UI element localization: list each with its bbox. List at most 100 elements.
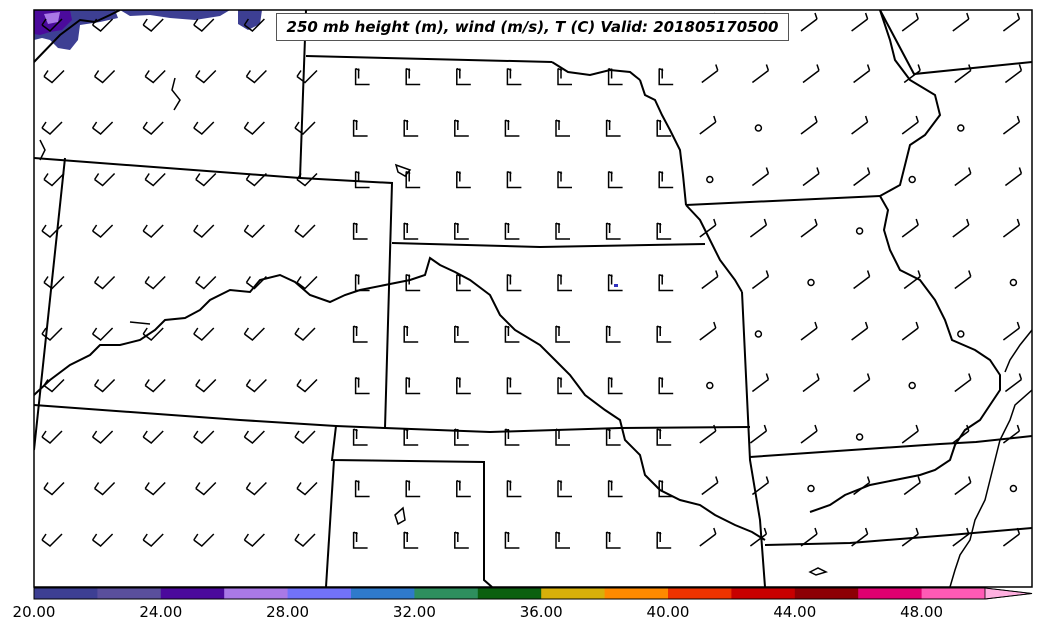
wind-barb-icon xyxy=(751,270,770,290)
colorbar-segment xyxy=(287,588,352,599)
colorbar-tick-label: 20.00 xyxy=(12,603,56,621)
wind-barb-icon xyxy=(952,424,970,444)
wind-barbs xyxy=(41,12,1023,549)
wind-barb-icon xyxy=(405,170,421,189)
wind-barb-icon xyxy=(142,121,164,135)
wind-barb-icon xyxy=(605,119,621,137)
wind-barb-icon xyxy=(41,224,63,238)
wind-barb-icon xyxy=(41,327,63,341)
wind-barb-icon xyxy=(851,115,869,135)
wind-barb-icon xyxy=(903,64,921,84)
colorbar-segment xyxy=(414,588,479,599)
colorbar-tick-label: 40.00 xyxy=(646,603,690,621)
calm-circle-icon xyxy=(807,484,815,493)
wind-barb-icon xyxy=(294,121,316,135)
wind-barb-icon xyxy=(954,64,972,84)
wind-barb-icon xyxy=(243,18,265,32)
wind-barb-icon xyxy=(1004,373,1023,393)
wind-barb-icon xyxy=(352,325,368,343)
wind-barb-icon xyxy=(851,12,869,32)
wind-barb-icon xyxy=(405,479,421,498)
wind-barb-icon xyxy=(403,325,419,343)
wind-barb-icon xyxy=(802,373,820,393)
wind-barb-icon xyxy=(245,378,267,393)
wind-barb-icon xyxy=(243,224,265,238)
wind-barb-icon xyxy=(605,222,621,240)
wind-barb-icon xyxy=(43,172,65,187)
wind-barb-icon xyxy=(144,172,166,187)
wind-barb-icon xyxy=(296,172,318,187)
wind-barb-icon xyxy=(294,224,316,238)
wind-barb-icon xyxy=(1002,424,1021,444)
wind-barb-icon xyxy=(195,378,217,393)
wind-barb-icon xyxy=(195,69,217,84)
wind-barb-icon xyxy=(751,167,770,187)
wind-barb-icon xyxy=(294,327,316,341)
wind-barb-icon xyxy=(853,373,871,393)
wind-barb-icon xyxy=(91,224,114,238)
wind-barb-icon xyxy=(557,376,572,395)
wind-barb-icon xyxy=(901,218,919,238)
wind-barb-icon xyxy=(903,476,921,496)
colorbar-segment xyxy=(97,588,162,599)
wind-barb-icon xyxy=(193,327,215,341)
wind-barb-icon xyxy=(952,218,970,238)
wind-barb-icon xyxy=(43,481,65,496)
wind-barb-icon xyxy=(607,273,623,292)
colorbar-segment xyxy=(160,588,225,599)
wind-barb-icon xyxy=(699,115,717,135)
wind-barb-icon xyxy=(296,378,318,393)
colorbar-segment xyxy=(351,588,415,599)
calm-circle-icon xyxy=(706,175,714,184)
wind-barb-icon xyxy=(557,273,572,292)
colorbar-tick-label: 24.00 xyxy=(139,603,183,621)
wind-barb-icon xyxy=(751,373,770,393)
wind-barb-icon xyxy=(142,533,164,547)
wind-barb-icon xyxy=(193,18,215,32)
colorbar-segment xyxy=(731,588,796,599)
wind-barb-icon xyxy=(243,327,265,341)
wind-barb-icon xyxy=(656,119,672,137)
wind-barb-icon xyxy=(352,119,368,137)
wind-barb-icon xyxy=(354,170,370,189)
wind-barb-icon xyxy=(749,218,768,238)
wind-barb-icon xyxy=(41,430,63,444)
wind-barb-icon xyxy=(699,218,717,238)
wind-barb-icon xyxy=(294,533,316,547)
wind-barb-icon xyxy=(656,531,672,549)
wind-barb-icon xyxy=(195,172,217,187)
wind-barb-icon xyxy=(243,430,265,444)
wind-barb-icon xyxy=(607,170,623,189)
wind-barb-icon xyxy=(701,270,719,290)
wind-barb-icon xyxy=(853,476,871,496)
wind-barb-icon xyxy=(699,527,717,547)
wind-barb-icon xyxy=(454,428,469,446)
wind-barb-icon xyxy=(1004,167,1023,187)
wind-barb-icon xyxy=(1002,527,1021,547)
wind-barb-icon xyxy=(749,527,768,547)
wind-barb-icon xyxy=(144,69,166,84)
wind-barb-icon xyxy=(656,428,672,446)
wind-barb-icon xyxy=(851,321,869,341)
wind-barb-icon xyxy=(901,527,919,547)
wind-barb-icon xyxy=(954,167,972,187)
wind-barb-icon xyxy=(853,167,871,187)
wind-barb-icon xyxy=(504,119,520,137)
wind-barb-icon xyxy=(91,121,114,135)
calm-circle-icon xyxy=(754,124,763,132)
wind-barb-icon xyxy=(853,270,871,290)
wind-barb-icon xyxy=(144,378,166,393)
wind-barb-icon xyxy=(195,275,217,290)
wind-barb-icon xyxy=(41,121,63,135)
wind-barb-icon xyxy=(43,378,65,393)
wind-barb-icon xyxy=(506,376,522,395)
wind-barb-icon xyxy=(454,531,469,549)
wind-barb-icon xyxy=(901,321,919,341)
wind-barb-icon xyxy=(91,533,114,547)
wind-barb-icon xyxy=(901,12,919,32)
wind-barb-icon xyxy=(555,119,570,137)
wind-barb-icon xyxy=(456,376,471,395)
wind-barb-icon xyxy=(93,275,116,290)
colorbar-segment xyxy=(541,588,606,599)
